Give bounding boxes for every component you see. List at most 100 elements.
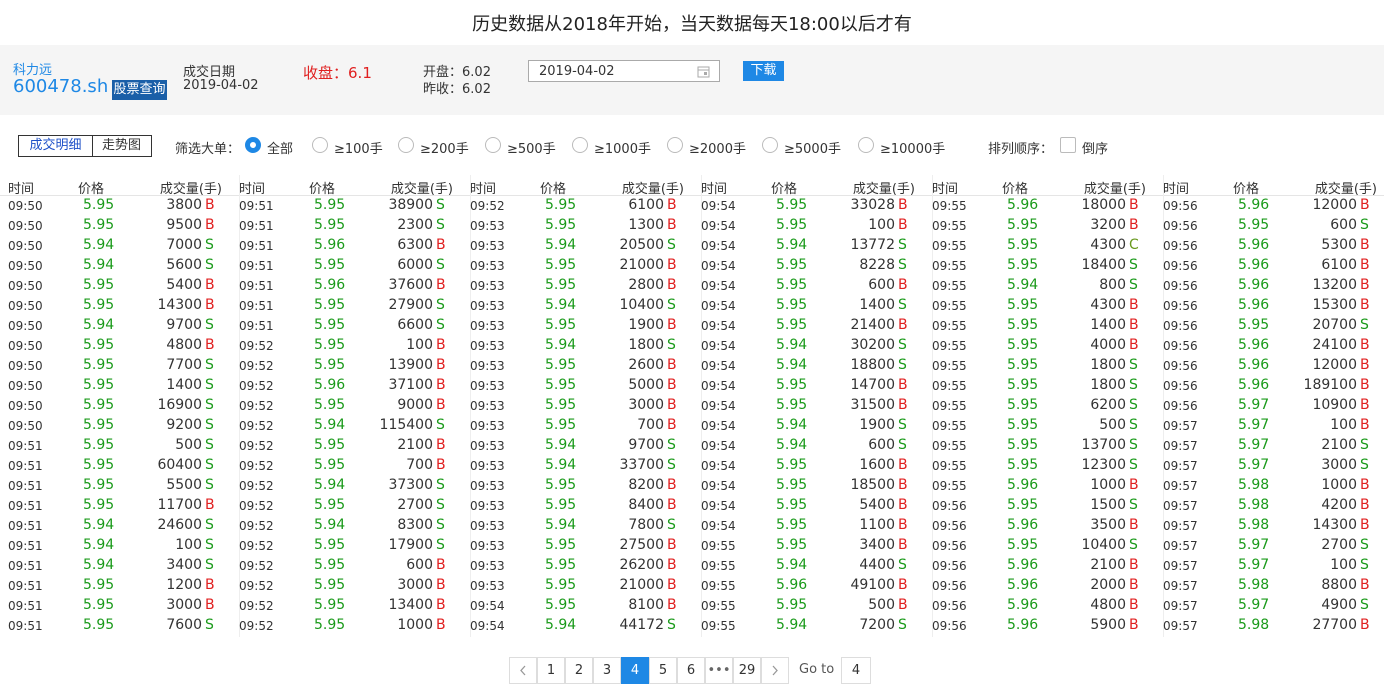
filter-radio[interactable] [485,137,501,153]
trade-price: 5.95 [776,397,808,413]
page-button[interactable]: 6 [677,657,705,684]
table-group: 时间 价格 成交量(手) 09:55 5.96 18000 B 09:55 5.95 3200 B 0… [932,175,1164,637]
trade-side: S [1360,457,1369,473]
trade-price: 5.96 [1238,337,1270,353]
column-header: 时间 [470,182,497,197]
trade-time: 09:50 [8,419,43,433]
trade-time: 09:52 [239,379,274,393]
trade-price: 5.95 [1238,217,1270,233]
query-button[interactable]: 股票查询 [112,80,167,100]
trade-side: B [436,277,446,293]
trade-time: 09:55 [932,479,967,493]
filter-option[interactable]: ≥2000手 [689,142,746,157]
trade-side: B [1360,237,1370,253]
trade-price: 5.95 [545,577,577,593]
filter-radio[interactable] [245,137,261,153]
trade-volume: 7000 [166,237,202,253]
date-label: 成交日期 [183,65,236,80]
trade-volume: 4200 [1321,497,1357,513]
goto-input[interactable]: 4 [841,657,871,684]
trade-time: 09:51 [239,279,274,293]
filter-option[interactable]: ≥100手 [334,142,383,157]
trade-price: 5.96 [1238,197,1270,213]
trade-volume: 3400 [166,557,202,573]
column-header: 价格 [1002,182,1029,197]
filter-radio[interactable] [572,137,588,153]
trade-side: B [667,277,677,293]
page-button[interactable]: 5 [649,657,677,684]
trade-time: 09:53 [470,459,505,473]
filter-option[interactable]: ≥500手 [507,142,556,157]
filter-label: 筛选大单： [175,142,241,157]
trade-side: S [205,377,214,393]
trade-side: B [667,397,677,413]
filter-radio[interactable] [858,137,874,153]
trade-volume: 13400 [388,597,433,613]
trade-volume: 5300 [1321,237,1357,253]
column-header: 价格 [309,182,336,197]
trade-price: 5.97 [1238,397,1270,413]
trade-side: S [205,257,214,273]
trade-volume: 2100 [397,437,433,453]
trade-side: S [667,297,676,313]
tab-chart[interactable]: 走势图 [92,135,152,157]
trade-time: 09:56 [1163,219,1198,233]
trade-time: 09:51 [239,299,274,313]
page-button[interactable]: 29 [733,657,761,684]
arrow-icon [772,665,778,676]
filter-option[interactable]: ≥1000手 [594,142,651,157]
trade-volume: 13900 [388,357,433,373]
trade-time: 09:53 [470,319,505,333]
page-button[interactable]: 3 [593,657,621,684]
tab-detail[interactable]: 成交明细 [18,135,93,157]
trade-time: 09:56 [1163,259,1198,273]
prev-page[interactable] [509,657,537,684]
trade-volume: 8300 [397,517,433,533]
trade-side: B [205,197,215,213]
download-button[interactable]: 下载 [743,61,784,81]
trade-volume: 27700 [1312,617,1357,633]
trade-volume: 20500 [619,237,664,253]
trade-volume: 500 [175,437,202,453]
table-group: 时间 价格 成交量(手) 09:50 5.95 3800 B 09:50 5.95 9500 B 09… [8,175,240,637]
filter-radio[interactable] [762,137,778,153]
trade-volume: 5600 [166,257,202,273]
filter-option[interactable]: 全部 [267,142,294,157]
trade-volume: 37600 [388,277,433,293]
filter-radio[interactable] [667,137,683,153]
filter-radio[interactable] [398,137,414,153]
trade-price: 5.94 [776,437,808,453]
sort-checkbox[interactable] [1060,137,1076,153]
filter-option[interactable]: ≥5000手 [784,142,841,157]
trade-price: 5.96 [314,277,346,293]
filter-radio[interactable] [312,137,328,153]
trade-time: 09:56 [1163,379,1198,393]
trade-volume: 600 [868,277,895,293]
date-input[interactable]: 2019-04-02 [528,60,720,82]
trade-volume: 18400 [1081,257,1126,273]
trade-volume: 5400 [166,277,202,293]
trade-time: 09:53 [470,299,505,313]
column-header: 时间 [1163,182,1190,197]
trade-time: 09:50 [8,319,43,333]
next-page[interactable] [761,657,789,684]
trade-side: S [205,617,214,633]
trade-price: 5.98 [1238,577,1270,593]
trade-side: B [1360,517,1370,533]
trade-price: 5.95 [314,437,346,453]
trade-volume: 31500 [850,397,895,413]
page-ellipsis[interactable]: ••• [705,657,733,684]
trade-price: 5.95 [83,437,115,453]
trade-time: 09:53 [470,499,505,513]
trade-volume: 1800 [1090,377,1126,393]
trade-side: B [898,277,908,293]
filter-option[interactable]: ≥200手 [420,142,469,157]
trade-side: B [436,597,446,613]
close-value: 6.1 [348,64,372,82]
filter-option[interactable]: ≥10000手 [880,142,946,157]
page-button[interactable]: 4 [621,657,649,684]
page-button[interactable]: 1 [537,657,565,684]
page-button[interactable]: 2 [565,657,593,684]
trade-price: 5.95 [1007,457,1039,473]
trade-time: 09:52 [239,399,274,413]
